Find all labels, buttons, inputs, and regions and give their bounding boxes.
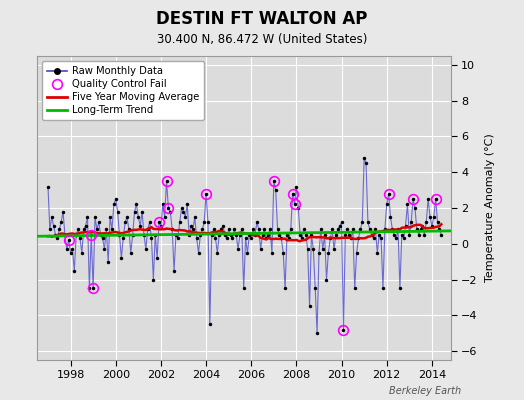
Legend: Raw Monthly Data, Quality Control Fail, Five Year Moving Average, Long-Term Tren: Raw Monthly Data, Quality Control Fail, … xyxy=(42,61,204,120)
Y-axis label: Temperature Anomaly (°C): Temperature Anomaly (°C) xyxy=(485,134,495,282)
Text: 30.400 N, 86.472 W (United States): 30.400 N, 86.472 W (United States) xyxy=(157,33,367,46)
Text: Berkeley Earth: Berkeley Earth xyxy=(389,386,461,396)
Text: DESTIN FT WALTON AP: DESTIN FT WALTON AP xyxy=(156,10,368,28)
